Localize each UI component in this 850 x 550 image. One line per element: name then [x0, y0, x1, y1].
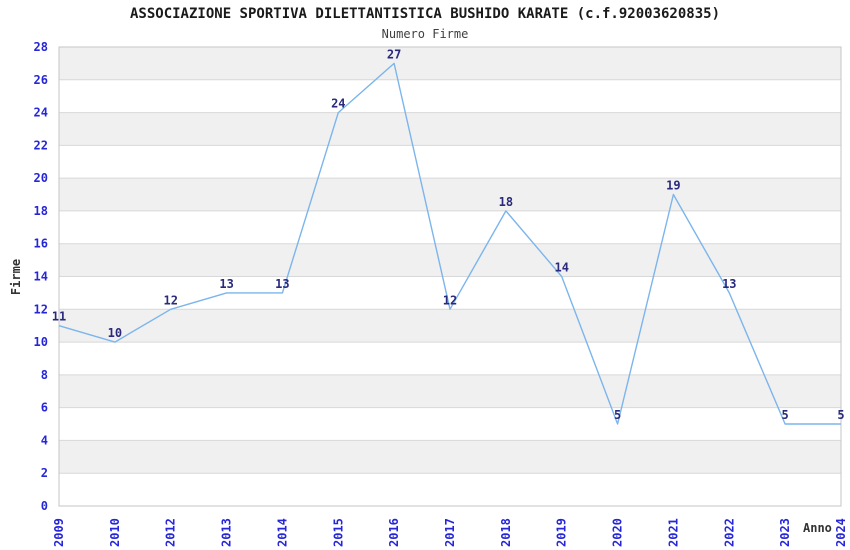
data-label: 24 — [331, 97, 345, 111]
x-tick-label: 2012 — [164, 518, 178, 547]
x-tick-label: 2016 — [387, 518, 401, 547]
x-tick-label: 2023 — [778, 518, 792, 547]
y-tick-label: 14 — [34, 270, 48, 284]
y-tick-label: 26 — [34, 73, 48, 87]
plot-band — [59, 309, 841, 343]
y-tick-label: 4 — [41, 433, 48, 447]
plot-band — [59, 112, 841, 146]
data-label: 13 — [219, 277, 233, 291]
plot-band — [59, 440, 841, 474]
x-tick-label: 2018 — [499, 518, 513, 547]
data-label: 10 — [108, 326, 122, 340]
data-label: 19 — [666, 179, 680, 193]
y-tick-label: 6 — [41, 401, 48, 415]
y-tick-label: 10 — [34, 335, 48, 349]
y-tick-label: 18 — [34, 204, 48, 218]
x-tick-label: 2010 — [108, 518, 122, 547]
data-label: 12 — [443, 293, 457, 307]
x-tick-label: 2017 — [443, 518, 457, 547]
y-tick-label: 24 — [34, 106, 48, 120]
x-tick-label: 2015 — [331, 518, 345, 547]
x-tick-label: 2022 — [722, 518, 736, 547]
data-label: 13 — [722, 277, 736, 291]
data-label: 5 — [837, 408, 844, 422]
plot-border — [58, 46, 842, 507]
x-tick-label: 2021 — [666, 518, 680, 547]
y-tick-label: 0 — [41, 499, 48, 513]
plot-band — [59, 243, 841, 277]
y-tick-label: 2 — [41, 466, 48, 480]
x-tick-label: 2009 — [52, 518, 66, 547]
x-tick-label: 2014 — [275, 518, 289, 547]
plot-band — [59, 47, 841, 80]
x-axis-title: Anno — [803, 521, 832, 535]
y-tick-label: 22 — [34, 138, 48, 152]
y-tick-label: 20 — [34, 171, 48, 185]
chart-title: ASSOCIAZIONE SPORTIVA DILETTANTISTICA BU… — [129, 6, 720, 22]
plot-band — [59, 374, 841, 408]
data-label: 13 — [275, 277, 289, 291]
series-line — [58, 62, 841, 425]
x-tick-label: 2019 — [555, 518, 569, 547]
x-tick-label: 2024 — [834, 518, 848, 547]
x-tick-label: 2020 — [611, 518, 625, 547]
plot-band — [59, 178, 841, 211]
data-label: 5 — [614, 408, 621, 422]
y-tick-label: 12 — [34, 302, 48, 316]
data-label: 27 — [387, 47, 401, 61]
data-label: 11 — [52, 310, 66, 324]
chart-subtitle: Numero Firme — [381, 27, 469, 41]
data-label: 12 — [163, 293, 177, 307]
y-tick-label: 8 — [41, 368, 48, 382]
y-tick-label: 28 — [34, 40, 48, 54]
data-label: 18 — [499, 195, 513, 209]
data-label: 14 — [554, 261, 568, 275]
y-tick-label: 16 — [34, 237, 48, 251]
x-tick-label: 2013 — [220, 518, 234, 547]
data-label: 5 — [781, 408, 788, 422]
